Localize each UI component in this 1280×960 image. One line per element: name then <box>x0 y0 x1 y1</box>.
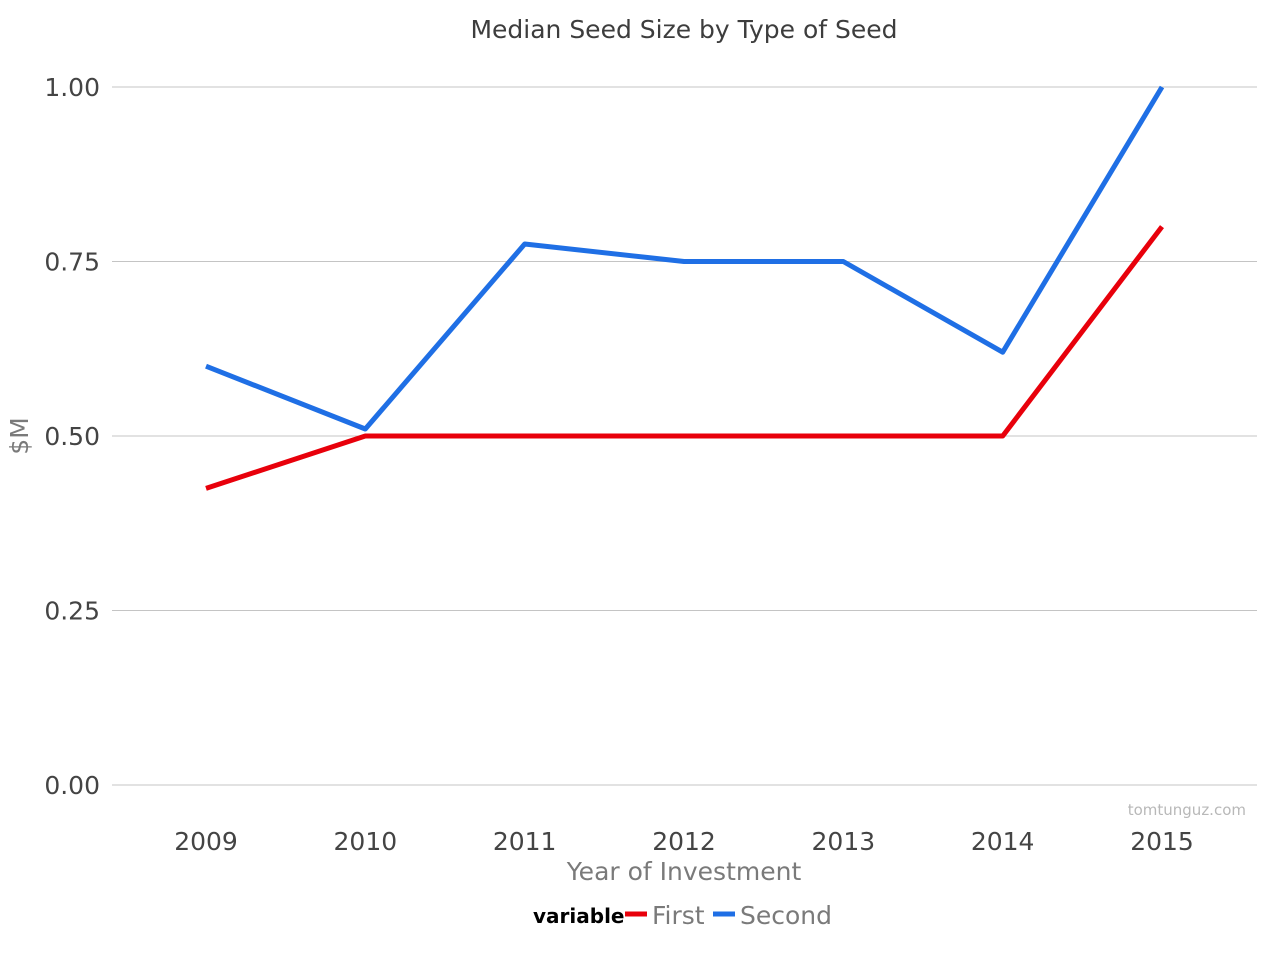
y-tick-label: 0.50 <box>44 422 100 451</box>
legend-label-first: First <box>652 901 705 930</box>
series-line-second <box>205 85 1165 432</box>
legend-title: variable <box>533 904 624 928</box>
x-tick-label: 2012 <box>652 827 716 856</box>
y-tick-label: 0.00 <box>44 771 100 800</box>
y-tick-label: 1.00 <box>44 73 100 102</box>
y-tick-label: 0.25 <box>44 597 100 626</box>
y-tick-labels: 0.00 0.25 0.50 0.75 1.00 <box>44 73 100 800</box>
y-tick-label: 0.75 <box>44 248 100 277</box>
x-tick-label: 2010 <box>334 827 398 856</box>
x-axis-label: Year of Investment <box>566 857 802 886</box>
chart-title: Median Seed Size by Type of Seed <box>470 15 897 44</box>
x-tick-label: 2009 <box>174 827 238 856</box>
y-axis-label: $M <box>5 417 34 454</box>
series-lines <box>205 85 1165 491</box>
legend-label-second: Second <box>740 901 832 930</box>
x-tick-label: 2011 <box>493 827 557 856</box>
series-line-first <box>205 225 1164 491</box>
x-tick-label: 2015 <box>1130 827 1194 856</box>
x-tick-labels: 2009 2010 2011 2012 2013 2014 2015 <box>174 827 1194 856</box>
legend: variable First Second <box>533 901 832 930</box>
x-tick-label: 2014 <box>971 827 1035 856</box>
x-tick-label: 2013 <box>812 827 876 856</box>
watermark: tomtunguz.com <box>1128 801 1246 819</box>
